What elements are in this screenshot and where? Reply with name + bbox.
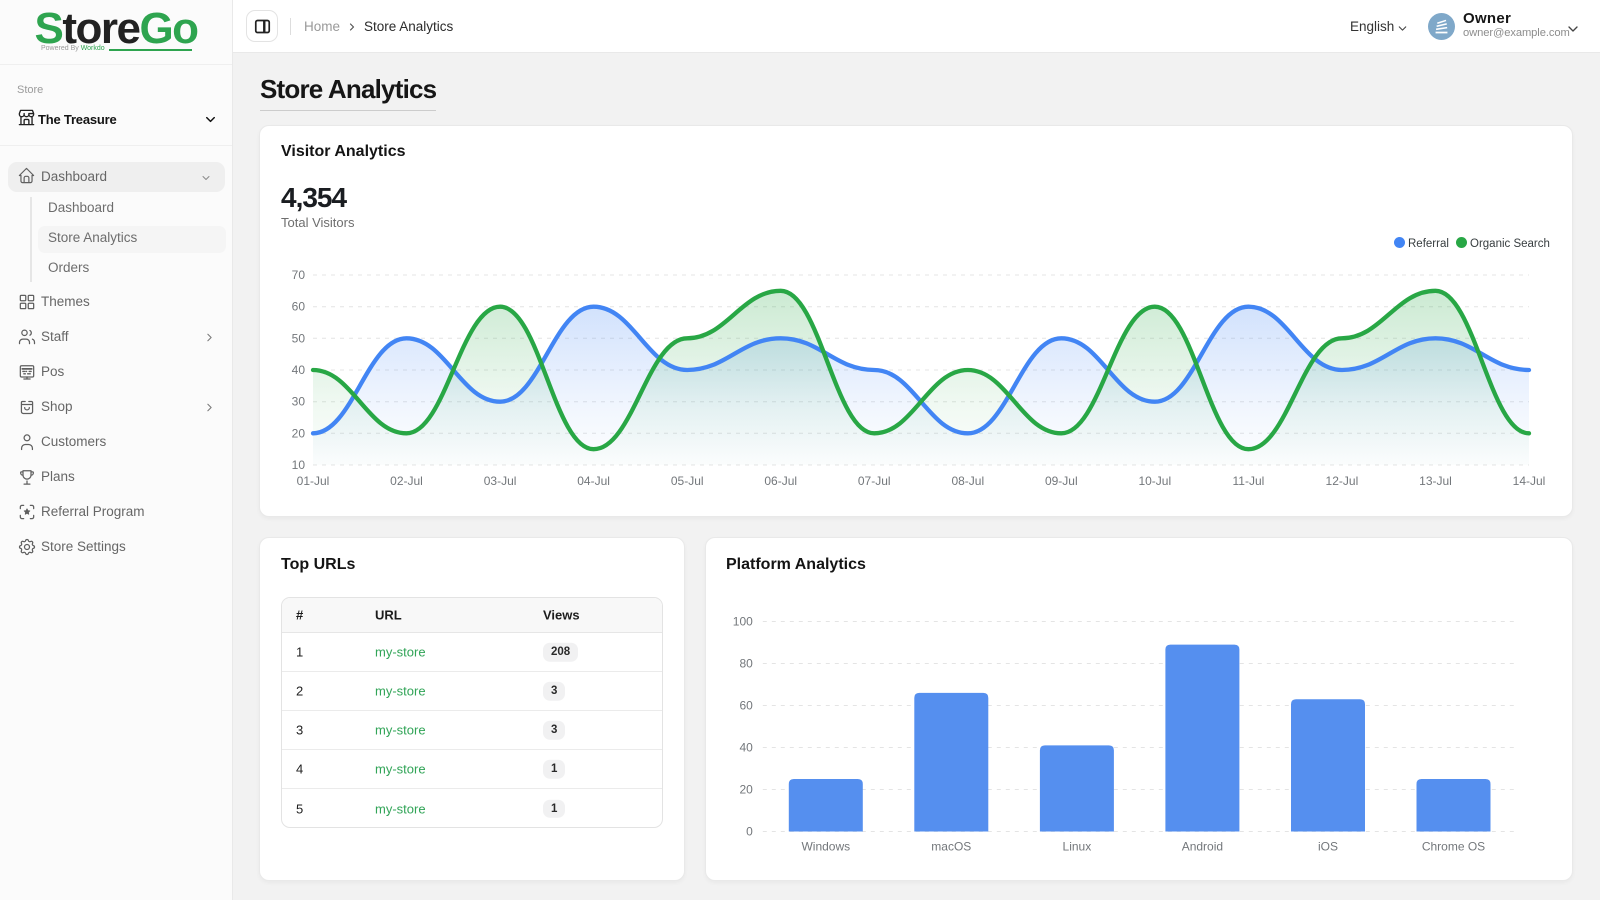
svg-text:08-Jul: 08-Jul [951, 474, 984, 488]
svg-text:40: 40 [292, 363, 306, 377]
svg-text:14-Jul: 14-Jul [1513, 474, 1546, 488]
svg-text:50: 50 [292, 331, 306, 345]
svg-text:01-Jul: 01-Jul [297, 474, 330, 488]
svg-text:60: 60 [292, 300, 306, 314]
svg-text:40: 40 [739, 741, 753, 755]
svg-text:20: 20 [292, 426, 306, 440]
svg-text:12-Jul: 12-Jul [1326, 474, 1359, 488]
svg-text:0: 0 [746, 825, 753, 839]
svg-text:macOS: macOS [931, 840, 971, 854]
svg-text:Android: Android [1182, 840, 1223, 854]
svg-text:07-Jul: 07-Jul [858, 474, 891, 488]
svg-text:20: 20 [739, 783, 753, 797]
svg-text:11-Jul: 11-Jul [1233, 474, 1265, 488]
svg-text:10: 10 [292, 458, 306, 472]
svg-text:13-Jul: 13-Jul [1419, 474, 1452, 488]
svg-text:03-Jul: 03-Jul [484, 474, 517, 488]
svg-text:04-Jul: 04-Jul [577, 474, 610, 488]
svg-text:06-Jul: 06-Jul [764, 474, 797, 488]
svg-text:02-Jul: 02-Jul [390, 474, 423, 488]
svg-text:09-Jul: 09-Jul [1045, 474, 1078, 488]
svg-text:05-Jul: 05-Jul [671, 474, 704, 488]
svg-text:10-Jul: 10-Jul [1138, 474, 1171, 488]
svg-text:30: 30 [292, 395, 306, 409]
svg-text:80: 80 [739, 657, 753, 671]
svg-text:Chrome OS: Chrome OS [1422, 840, 1485, 854]
svg-text:60: 60 [739, 699, 753, 713]
svg-text:iOS: iOS [1318, 840, 1338, 854]
svg-text:100: 100 [733, 615, 753, 629]
svg-text:Windows: Windows [801, 840, 850, 854]
svg-text:Linux: Linux [1063, 840, 1092, 854]
svg-text:70: 70 [292, 268, 306, 282]
